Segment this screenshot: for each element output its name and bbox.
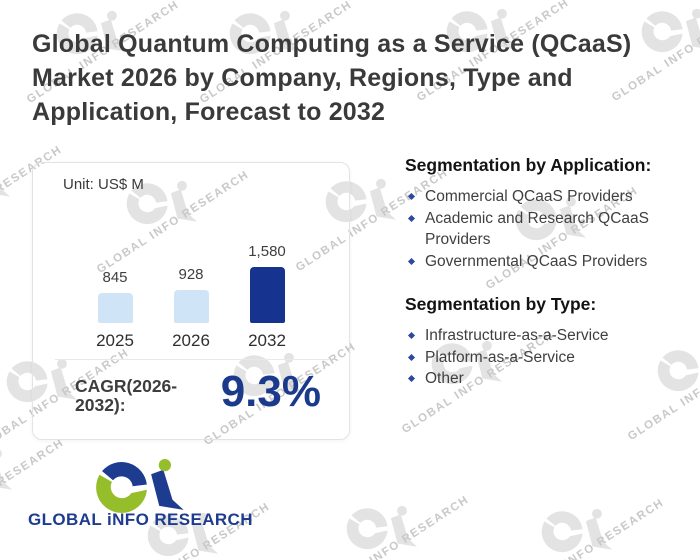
list-item: Academic and Research QCaaS Providers [405, 208, 677, 251]
market-chart-card: Unit: US$ M 845 2025 928 2026 1,580 2032 [32, 162, 350, 440]
list-item: Governmental QCaaS Providers [405, 251, 677, 273]
segmentation-application-heading: Segmentation by Application: [405, 155, 652, 175]
chart-unit-label: Unit: US$ M [63, 176, 144, 193]
bar-group-2025: 845 2025 [84, 239, 146, 351]
bar-group-2032: 1,580 2032 [236, 239, 298, 351]
list-item: Infrastructure-as-a-Service [405, 325, 677, 347]
segmentation-type-heading: Segmentation by Type: [405, 294, 597, 314]
logo-wordmark: GLOBAL iNFO RESEARCH [28, 510, 253, 529]
page-title-line-2: Market 2026 by Company, Regions, Type an… [32, 64, 573, 92]
page-title-line-3: Application, Forecast to 2032 [32, 98, 386, 126]
segmentation-panel: Segmentation by Application: Commercial … [405, 155, 677, 390]
cagr-value: 9.3% [220, 367, 321, 416]
bar-value-2026: 928 [178, 266, 204, 283]
page-title-line-1: Global Quantum Computing as a Service (Q… [32, 30, 632, 58]
bar-year-2026: 2026 [172, 331, 210, 350]
gi-logo-icon [96, 459, 184, 513]
bar-value-2032: 1,580 [248, 243, 286, 260]
segmentation-application-list: Commercial QCaaS Providers Academic and … [405, 186, 677, 272]
bar-2032 [249, 267, 285, 323]
bar-2025 [97, 293, 133, 323]
list-item: Other [405, 368, 677, 390]
global-info-research-logo: GLOBAL iNFO RESEARCH [28, 458, 253, 530]
cagr-label: CAGR(2026-2032): [75, 376, 178, 415]
list-item: Commercial QCaaS Providers [405, 186, 677, 208]
bar-year-2025: 2025 [96, 331, 134, 350]
list-item: Platform-as-a-Service [405, 347, 677, 369]
bar-value-2025: 845 [102, 269, 128, 286]
segmentation-type-list: Infrastructure-as-a-Service Platform-as-… [405, 325, 677, 390]
cagr-row: CAGR(2026-2032): 9.3% [75, 369, 321, 415]
bar-2026 [173, 290, 209, 323]
card-divider [55, 359, 329, 360]
page-title: Global Quantum Computing as a Service (Q… [32, 27, 662, 129]
bar-group-2026: 928 2026 [160, 239, 222, 351]
bar-chart: 845 2025 928 2026 1,580 2032 [33, 239, 349, 351]
bar-year-2032: 2032 [248, 331, 286, 350]
